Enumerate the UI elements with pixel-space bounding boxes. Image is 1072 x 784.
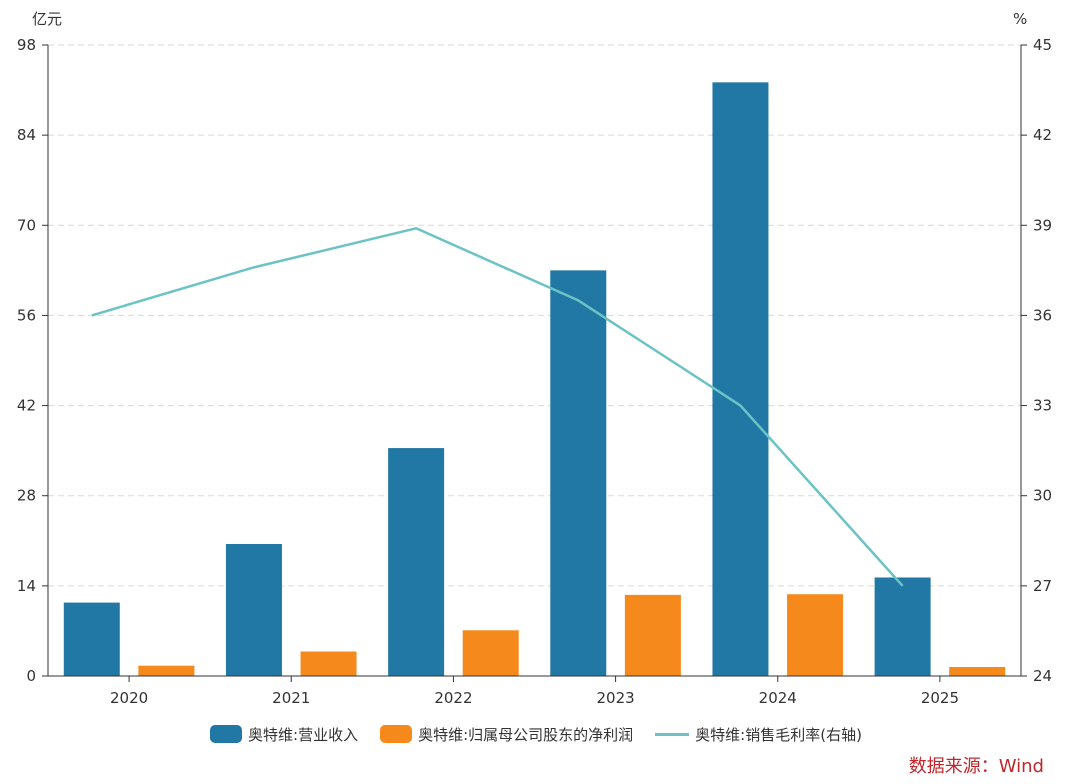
line-series xyxy=(91,227,904,587)
net-profit-bar xyxy=(300,651,357,676)
legend-swatch-gross-margin xyxy=(655,732,690,736)
x-tick-label: 2020 xyxy=(110,689,148,707)
left-tick-label: 70 xyxy=(17,216,36,234)
data-source: 数据来源：Wind xyxy=(908,756,1044,777)
legend-label-gross-margin: 奥特维:销售毛利率(右轴) xyxy=(695,725,862,744)
right-axis-unit: % xyxy=(1013,10,1027,28)
legend-label-revenue: 奥特维:营业收入 xyxy=(248,725,359,744)
x-tick-label: 2024 xyxy=(759,689,797,707)
x-tick-label: 2023 xyxy=(596,689,634,707)
legend-item-net-profit[interactable]: 奥特维:归属母公司股东的净利润 xyxy=(380,724,633,745)
left-tick-label: 0 xyxy=(26,667,36,685)
axes: 0 14 28 42 56 70 84 98 24 27 30 33 36 39 42 45 2020 2021 2… xyxy=(17,36,1052,707)
left-tick-label: 28 xyxy=(17,487,36,505)
right-tick-label: 36 xyxy=(1033,306,1052,324)
revenue-bar xyxy=(63,602,120,676)
legend-item-revenue[interactable]: 奥特维:营业收入 xyxy=(210,724,358,745)
right-tick-label: 45 xyxy=(1033,36,1052,54)
x-tick-label: 2021 xyxy=(272,689,310,707)
legend-swatch-revenue xyxy=(210,725,243,743)
gridlines xyxy=(48,44,1021,587)
right-tick-label: 42 xyxy=(1033,126,1052,144)
left-tick-label: 98 xyxy=(17,36,36,54)
revenue-bar xyxy=(712,82,769,676)
revenue-bar xyxy=(225,544,282,676)
x-tick-label: 2025 xyxy=(921,689,959,707)
left-tick-label: 14 xyxy=(17,577,36,595)
net-profit-bar xyxy=(949,666,1006,676)
net-profit-bar xyxy=(624,594,681,676)
left-tick-label: 84 xyxy=(17,126,36,144)
net-profit-bar xyxy=(138,665,195,676)
legend-swatch-net-profit xyxy=(380,725,413,743)
legend-item-gross-margin[interactable]: 奥特维:销售毛利率(右轴) xyxy=(655,724,862,745)
gross-margin-line xyxy=(91,227,904,587)
left-tick-label: 42 xyxy=(17,397,36,415)
revenue-bar xyxy=(388,448,445,676)
right-tick-label: 33 xyxy=(1033,397,1052,415)
right-tick-label: 30 xyxy=(1033,487,1052,505)
right-tick-label: 39 xyxy=(1033,216,1052,234)
revenue-bar xyxy=(874,577,931,676)
net-profit-bar xyxy=(462,630,519,676)
x-tick-label: 2022 xyxy=(434,689,472,707)
net-profit-bar xyxy=(787,594,844,676)
legend: 奥特维:营业收入 奥特维:归属母公司股东的净利润 奥特维:销售毛利率(右轴) xyxy=(0,722,1072,746)
bar-series xyxy=(63,82,1006,676)
left-axis-unit: 亿元 xyxy=(32,10,62,28)
legend-label-net-profit: 奥特维:归属母公司股东的净利润 xyxy=(418,725,634,744)
right-tick-label: 24 xyxy=(1033,667,1052,685)
right-tick-label: 27 xyxy=(1033,577,1052,595)
left-tick-label: 56 xyxy=(17,306,36,324)
revenue-bar xyxy=(550,270,607,676)
